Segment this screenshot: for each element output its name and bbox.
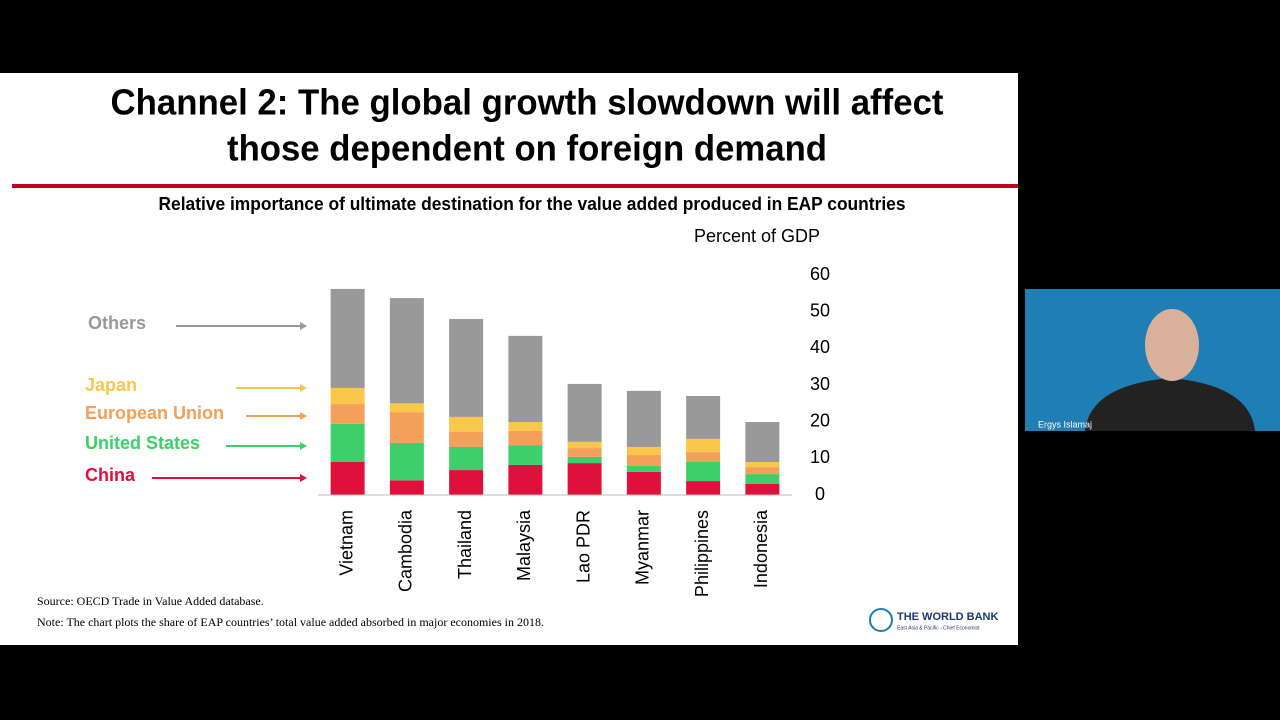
bar-segment (508, 422, 543, 431)
legend-label: European Union (85, 403, 224, 423)
x-tick-label: Malaysia (514, 509, 534, 581)
logo-name: THE WORLD BANK (897, 611, 998, 623)
x-tick-label: Lao PDR (573, 510, 593, 583)
y-tick-label: 60 (810, 264, 830, 284)
bar-segment (449, 431, 484, 447)
legend-label: Japan (85, 375, 137, 395)
bar-segment (626, 455, 661, 467)
title-rule (12, 184, 1018, 188)
x-tick-label: Vietnam (336, 510, 356, 576)
bar-segment (567, 383, 602, 442)
bar-segment (745, 462, 780, 468)
note: Note: The chart plots the share of EAP c… (37, 615, 544, 629)
slide-title: Channel 2: The global growth slowdown wi… (111, 82, 944, 123)
legend-arrowhead (300, 384, 307, 392)
bar-segment (508, 430, 543, 446)
participant-name: Ergys Islamaj (1038, 419, 1092, 429)
x-tick-label: Myanmar (633, 510, 653, 585)
bar-segment (686, 481, 721, 495)
y-tick-label: 40 (810, 337, 830, 357)
bar-segment (330, 423, 365, 462)
bar-segment (449, 319, 484, 417)
x-tick-label: Thailand (455, 510, 475, 579)
logo-unit: East Asia & Pacific - Chief Economist (897, 625, 980, 631)
bar-segment (449, 416, 484, 432)
bar-segment (330, 288, 365, 388)
y-axis-label: Percent of GDP (694, 226, 820, 246)
legend-arrowhead (300, 474, 307, 482)
bar-segment (686, 452, 721, 462)
x-tick-label: Indonesia (751, 509, 771, 588)
y-tick-label: 10 (810, 447, 830, 467)
bar-segment (389, 442, 424, 481)
bar-segment (567, 441, 602, 449)
slide-title: those dependent on foreign demand (227, 128, 827, 169)
bar-segment (567, 463, 602, 495)
bar-segment (389, 412, 424, 443)
y-tick-label: 0 (815, 484, 825, 504)
y-tick-label: 30 (810, 374, 830, 394)
source: Source: OECD Trade in Value Added databa… (37, 594, 264, 608)
bar-segment (567, 456, 602, 464)
y-tick-label: 20 (810, 410, 830, 430)
x-tick-label: Philippines (692, 510, 712, 597)
bar-segment (626, 471, 661, 495)
bar-segment (508, 335, 543, 423)
bar-segment (449, 446, 484, 471)
bar-segment (567, 448, 602, 457)
bar-segment (449, 470, 484, 495)
bar-segment (745, 474, 780, 484)
participant-face (1145, 309, 1199, 381)
bar-segment (745, 422, 780, 462)
bar-segment (389, 298, 424, 404)
bar-segment (626, 446, 661, 456)
legend-label: Others (88, 313, 146, 333)
legend-arrowhead (300, 322, 307, 330)
bar-segment (626, 390, 661, 447)
bar-segment (330, 462, 365, 495)
chart-title: Relative importance of ultimate destinat… (159, 194, 906, 214)
bar-segment (330, 404, 365, 424)
y-tick-label: 50 (810, 300, 830, 320)
bar-segment (745, 467, 780, 475)
legend-label: United States (85, 433, 200, 453)
bar-segment (389, 403, 424, 413)
legend-arrowhead (300, 442, 307, 450)
x-tick-label: Cambodia (396, 509, 416, 592)
bar-segment (508, 445, 543, 465)
bar-segment (389, 480, 424, 495)
participant-body (1085, 378, 1255, 431)
bar-segment (686, 438, 721, 453)
legend-arrowhead (300, 412, 307, 420)
bar-segment (686, 462, 721, 482)
logo-icon (869, 608, 893, 632)
bar-segment (745, 484, 780, 495)
bar-segment (330, 387, 365, 405)
legend-label: China (85, 465, 136, 485)
bar-segment (686, 396, 721, 439)
bar-segment (508, 464, 543, 495)
video-tile: Ergys Islamaj (1025, 289, 1280, 431)
bar-segment (626, 466, 661, 472)
